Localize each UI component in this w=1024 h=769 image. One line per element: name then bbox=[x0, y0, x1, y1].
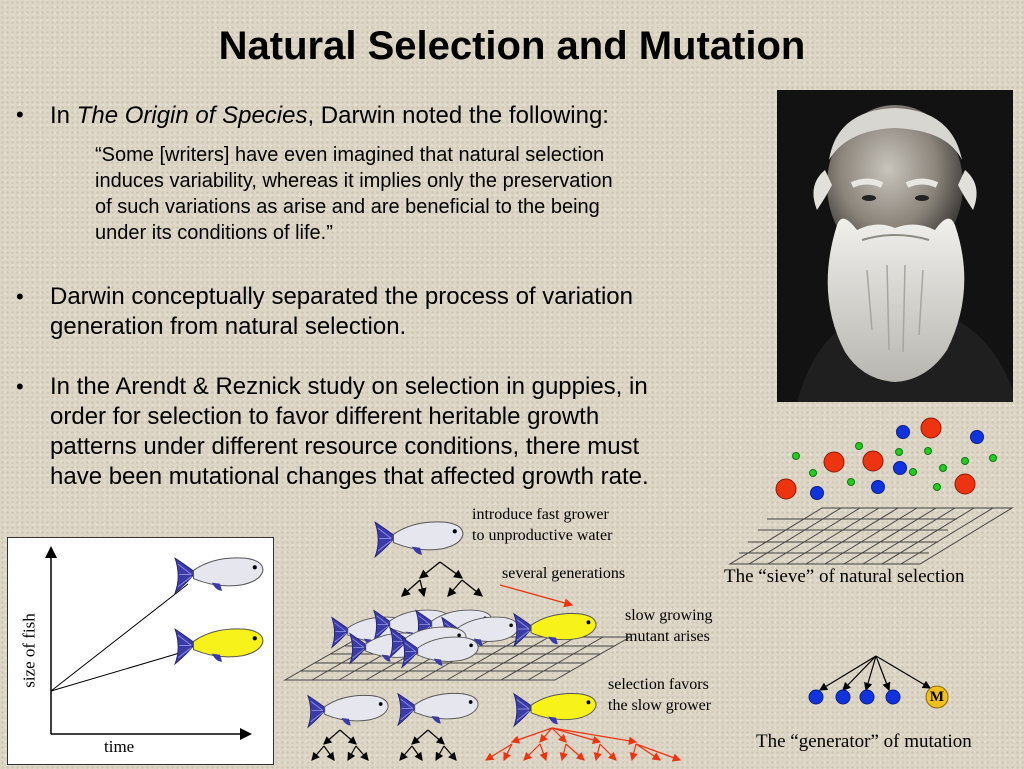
mutation-generator bbox=[818, 655, 932, 692]
selection-label-line: the slow grower bbox=[608, 697, 712, 714]
bullet-3: In the Arendt & Reznick study on selecti… bbox=[50, 372, 649, 492]
selection-label-line: selection favors bbox=[608, 676, 709, 693]
generations-label: several generations bbox=[502, 565, 626, 582]
quote-line: “Some [writers] have even imagined that … bbox=[95, 144, 605, 166]
intro-label-line: introduce fast grower bbox=[472, 506, 609, 523]
quote-line: under its conditions of life.” bbox=[95, 222, 333, 244]
introduced-fish bbox=[374, 521, 464, 558]
intro-label-line: to unproductive water bbox=[472, 527, 613, 544]
quote-line: induces variability, whereas it implies … bbox=[95, 170, 613, 192]
bullet-3-line: have been mutational changes that affect… bbox=[50, 463, 649, 490]
lower-tree-2 bbox=[399, 729, 457, 762]
darwin-portrait bbox=[777, 90, 1013, 402]
bullet-1-suffix: , Darwin noted the following: bbox=[307, 102, 609, 129]
lower-tree-1 bbox=[311, 729, 369, 762]
generation-tree bbox=[401, 561, 484, 598]
sieve-grid bbox=[728, 507, 1014, 565]
bullet-3-marker: • bbox=[16, 374, 24, 399]
quote-line: of such variations as arise and are bene… bbox=[95, 196, 600, 218]
fast-growth-line bbox=[50, 583, 189, 692]
intro-label: introduce fast grower to unproductive wa… bbox=[472, 504, 612, 546]
mutant-label-line: slow growing bbox=[625, 607, 713, 624]
bullet-1-marker: • bbox=[16, 102, 24, 127]
lower-fish-2 bbox=[397, 692, 479, 726]
bullet-1-prefix: In bbox=[50, 102, 77, 129]
bullet-3-line: order for selection to favor different h… bbox=[50, 403, 600, 430]
fast-fish bbox=[174, 557, 264, 594]
bullet-2-marker: • bbox=[16, 284, 24, 309]
bullet-3-line: patterns under different resource condit… bbox=[50, 433, 640, 460]
selected-fish bbox=[513, 693, 597, 727]
bullet-3-line: In the Arendt & Reznick study on selecti… bbox=[50, 373, 648, 400]
mutation-badge bbox=[925, 685, 949, 709]
bullet-2: Darwin conceptually separated the proces… bbox=[50, 282, 633, 342]
lower-fish-1 bbox=[307, 694, 389, 728]
slow-growth-line bbox=[50, 651, 184, 692]
bullet-2-line: generation from natural selection. bbox=[50, 313, 407, 340]
generator-balls bbox=[808, 685, 949, 709]
slow-fish bbox=[174, 628, 264, 665]
mutant-label-line: mutant arises bbox=[625, 628, 710, 645]
fish-population bbox=[331, 609, 519, 668]
mutant-label: slow growing mutant arises bbox=[625, 605, 713, 647]
mutation-badge-label: M bbox=[929, 689, 945, 705]
selection-label: selection favors the slow grower bbox=[608, 674, 711, 716]
bullet-2-line: Darwin conceptually separated the proces… bbox=[50, 283, 633, 310]
size-time-chart-svg bbox=[45, 546, 252, 740]
portrait-illustration bbox=[777, 90, 1013, 402]
chart-x-label: time bbox=[104, 737, 135, 756]
darwin-quote: “Some [writers] have even imagined that … bbox=[95, 142, 613, 246]
slide-title: Natural Selection and Mutation bbox=[218, 24, 806, 68]
bullet-1: In The Origin of Species, Darwin noted t… bbox=[50, 101, 609, 131]
variant-balls bbox=[775, 417, 997, 500]
generations-arrow bbox=[499, 584, 574, 608]
generator-caption: The “generator” of mutation bbox=[756, 731, 972, 752]
sieve-caption: The “sieve” of natural selection bbox=[724, 566, 965, 587]
mutant-fish bbox=[513, 613, 597, 647]
book-title: The Origin of Species bbox=[76, 102, 308, 129]
selected-lineage-tree bbox=[484, 727, 682, 762]
